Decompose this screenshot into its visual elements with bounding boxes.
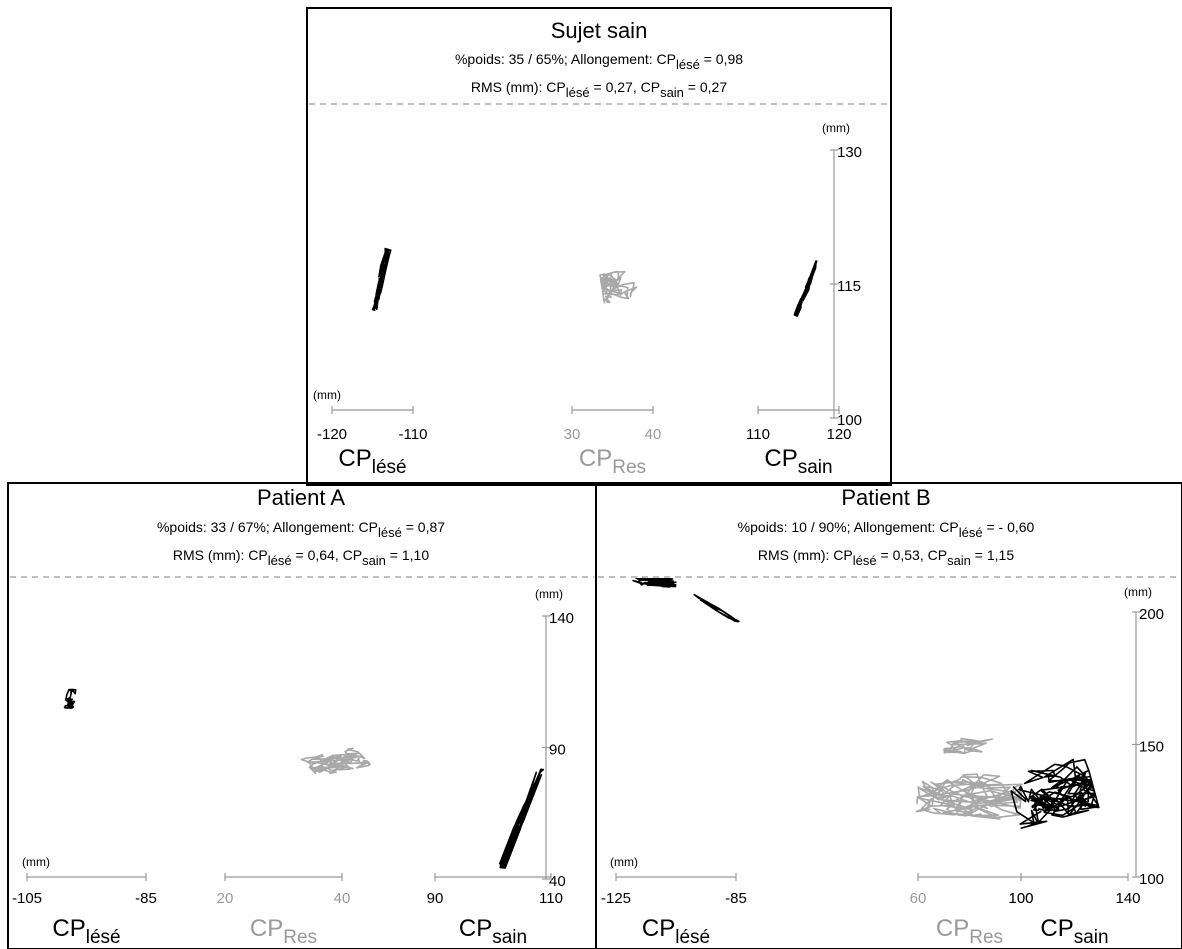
- x-tick-label: 110: [746, 426, 770, 443]
- subtitle-weight-elongation: %poids: 10 / 90%; Allongement: CPlésé = …: [738, 519, 1035, 540]
- x-tick-label: 140: [1115, 890, 1140, 907]
- scale-cp-lésé: -125 -85 CPlésé: [601, 873, 747, 948]
- y-tick-label: 150: [1139, 739, 1164, 756]
- scale-cp-res: 20 40 CPRes: [217, 873, 351, 948]
- subtitle-weight-elongation: %poids: 35 / 65%; Allongement: CPlésé = …: [455, 51, 743, 72]
- group-label: CPRes: [579, 445, 646, 478]
- trajectory-cp-sain: [1031, 795, 1060, 812]
- trajectory-cp-lésé: [693, 593, 740, 623]
- trajectory-cp-sain: [1010, 758, 1100, 829]
- x-unit-label: (mm): [313, 388, 341, 402]
- x-tick-label: -110: [399, 426, 428, 443]
- trajectory-cp-lésé: [63, 688, 77, 709]
- trajectory-cp-res: [943, 737, 994, 755]
- group-label: CPRes: [936, 915, 1003, 948]
- trajectory-cp-res: [915, 773, 1023, 820]
- x-tick-label: 30: [564, 426, 581, 443]
- trajectory-cp-sain: [793, 260, 818, 317]
- scale-cp-sain: 110 120 CPsain: [746, 406, 852, 478]
- group-label: CPRes: [250, 915, 317, 948]
- y-unit-label: (mm): [535, 587, 563, 601]
- y-tick-label: 100: [1139, 871, 1164, 888]
- group-label: CPlésé: [338, 445, 406, 478]
- panel-title: Patient A: [257, 485, 345, 510]
- panel-sujet-sain: Sujet sain %poids: 35 / 65%; Allongement:…: [306, 7, 892, 486]
- y-tick-label: 90: [549, 742, 566, 759]
- panel-patient-a: Patient A %poids: 33 / 67%; Allongement: …: [7, 482, 597, 949]
- scale-cp-lésé: -105 -85 CPlésé: [12, 873, 157, 948]
- panel-patient-b: Patient B %poids: 10 / 90%; Allongement: …: [595, 482, 1182, 949]
- x-tick-label: -85: [135, 890, 157, 907]
- panel-title: Patient B: [841, 485, 930, 510]
- x-tick-label: 90: [427, 890, 444, 907]
- y-tick-label: 130: [837, 144, 862, 161]
- x-tick-label: 40: [645, 426, 662, 443]
- y-tick-label: 100: [837, 412, 862, 429]
- y-tick-label: 40: [549, 873, 566, 890]
- y-tick-label: 200: [1139, 606, 1164, 623]
- x-tick-label: -125: [601, 890, 631, 907]
- group-label: CPsain: [764, 445, 832, 478]
- y-tick-label: 140: [549, 610, 574, 627]
- scale-cp-sain: 90 110 CPsain: [427, 873, 563, 948]
- scale-cp-lésé: -120 -110 CPlésé: [317, 406, 427, 478]
- trajectory-cp-lésé: [371, 247, 392, 312]
- panel-frame: [595, 482, 1182, 949]
- group-label: CPsain: [1040, 915, 1108, 948]
- x-tick-label: 20: [217, 890, 234, 907]
- scale-cp-res: 30 40 CPRes: [564, 406, 662, 478]
- x-unit-label: (mm): [610, 855, 638, 869]
- x-tick-label: 110: [539, 890, 563, 907]
- x-tick-label: -105: [12, 890, 42, 907]
- subtitle-rms: RMS (mm): CPlésé = 0,64, CPsain = 1,10: [173, 547, 429, 568]
- subtitle-rms: RMS (mm): CPlésé = 0,53, CPsain = 1,15: [758, 547, 1014, 568]
- group-label: CPsain: [459, 915, 527, 948]
- x-tick-label: 100: [1008, 890, 1033, 907]
- scale-cp-sain: 100 140 CPsain: [1008, 873, 1141, 948]
- y-tick-label: 115: [837, 278, 861, 295]
- panel-title: Sujet sain: [551, 18, 648, 43]
- x-unit-label: (mm): [22, 855, 50, 869]
- panel-frame: [306, 7, 892, 486]
- trajectory-cp-sain: [498, 768, 545, 869]
- scale-cp-res: 60 100 CPRes: [910, 873, 1034, 948]
- trajectory-cp-lésé: [632, 578, 677, 588]
- x-tick-label: 60: [910, 890, 927, 907]
- trajectory-cp-res: [300, 747, 371, 775]
- x-tick-label: -85: [725, 890, 747, 907]
- subtitle-rms: RMS (mm): CPlésé = 0,27, CPsain = 0,27: [471, 79, 727, 100]
- x-tick-label: 120: [826, 426, 851, 443]
- x-tick-label: 100: [1008, 890, 1033, 907]
- x-tick-label: 40: [334, 890, 351, 907]
- group-label: CPlésé: [52, 915, 120, 948]
- subtitle-weight-elongation: %poids: 33 / 67%; Allongement: CPlésé = …: [157, 519, 445, 540]
- y-unit-label: (mm): [1124, 585, 1152, 599]
- trajectory-cp-res: [599, 270, 638, 304]
- group-label: CPlésé: [642, 915, 710, 948]
- y-unit-label: (mm): [822, 121, 850, 135]
- x-tick-label: -120: [317, 426, 347, 443]
